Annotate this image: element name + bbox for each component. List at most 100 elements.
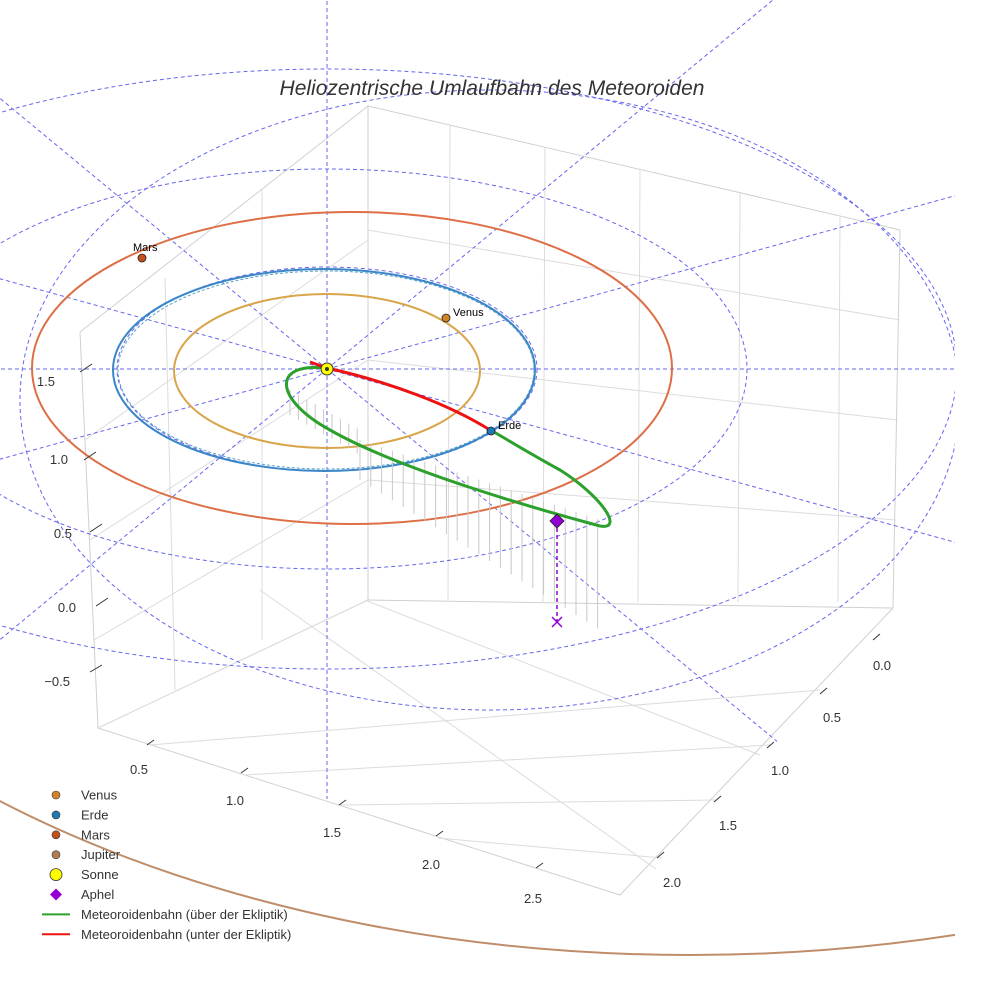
y-tick-mark [819, 687, 828, 695]
z-tick-mark [89, 523, 103, 533]
ecliptic-ray [326, 368, 778, 742]
ecliptic-ray [326, 195, 955, 370]
grid-line [367, 479, 897, 521]
sun-marker [320, 362, 334, 376]
legend-label: Jupiter [81, 847, 121, 862]
legend-dot-icon [51, 830, 61, 840]
planet-markers: Venus Erde Mars [133, 242, 521, 436]
z-tick-mark [83, 451, 97, 461]
x-tick-label: 0.5 [130, 762, 148, 777]
z-tick-label: 1.0 [50, 452, 68, 467]
planet-erde [486, 426, 496, 436]
legend-item[interactable]: Jupiter [51, 847, 121, 862]
planet-mars [137, 253, 147, 263]
legend-diamond-icon [50, 888, 62, 901]
ecliptic-ray [0, 278, 328, 370]
y-tick-mark [656, 851, 665, 859]
ecliptic-ring [19, 89, 955, 711]
legend-label: Aphel [81, 887, 114, 902]
y-tick-label: 1.0 [771, 763, 789, 778]
ecliptic-ray [326, 368, 955, 543]
meteoroid-orbit-below [309, 360, 491, 432]
x-tick-mark [240, 767, 249, 774]
z-tick-label: 0.5 [54, 526, 72, 541]
x-tick-label: 1.0 [226, 793, 244, 808]
grid-line [367, 359, 899, 421]
y-tick-mark [766, 741, 775, 749]
planet-venus [441, 313, 451, 323]
legend-item[interactable]: Mars [51, 827, 110, 842]
grid-line [244, 744, 771, 776]
legend-item[interactable]: Erde [51, 807, 108, 822]
z-tick-mark [79, 363, 93, 373]
aphel-group [549, 513, 565, 628]
ecliptic-ray [0, 97, 328, 370]
legend-dot-icon [51, 850, 61, 860]
grid-line [837, 216, 841, 603]
planet-label-venus: Venus [453, 307, 484, 319]
grid-line [637, 169, 641, 603]
z-tick-mark [89, 664, 103, 673]
legend-label: Erde [81, 807, 108, 822]
y-tick-mark [713, 795, 722, 803]
planet-label-mars: Mars [133, 242, 158, 254]
z-tick-label: 1.5 [37, 374, 55, 389]
legend-dot-icon [51, 810, 61, 820]
aphel-marker [549, 513, 565, 529]
y-tick-label: 0.5 [823, 710, 841, 725]
z-tick-mark [95, 597, 109, 607]
planet-label-erde: Erde [498, 420, 521, 432]
grid-line [97, 599, 369, 729]
legend-label: Sonne [81, 867, 119, 882]
ecliptic-grid [0, 0, 955, 799]
axis-ticks: −0.5 0.0 0.5 1.0 1.5 0.5 1.0 1.5 2.0 2.5 0.0 0.5 1.0… [37, 363, 891, 906]
grid-line [737, 192, 741, 603]
grid-line [364, 599, 761, 756]
orbit-mars [31, 211, 673, 525]
aphel-projection-marker [551, 616, 563, 628]
legend-sun-icon [49, 868, 63, 881]
grid-line [149, 689, 821, 746]
chart-title: Heliozentrische Umlaufbahn des Meteoroid… [280, 77, 705, 100]
meteoroid-orbit-above [285, 365, 612, 528]
legend-label: Meteoroidenbahn (über der Ekliptik) [81, 907, 288, 922]
grid-line [367, 229, 901, 321]
x-tick-mark [535, 862, 544, 869]
y-tick-label: 2.0 [663, 875, 681, 890]
legend-item[interactable]: Meteoroidenbahn (unter der Ekliptik) [42, 927, 291, 942]
legend-label: Venus [81, 788, 118, 803]
z-tick-label: 0.0 [58, 600, 76, 615]
box-grid-lines [84, 125, 901, 870]
legend-item[interactable]: Venus [51, 788, 118, 803]
legend[interactable]: Venus Erde Mars Jupiter Sonne Aphel Meteoroide… [42, 788, 291, 942]
grid-line [164, 277, 176, 691]
legend-item[interactable]: Aphel [50, 887, 114, 902]
planet-orbits [0, 211, 955, 956]
orbit-venus [173, 293, 481, 449]
orbit-erde [112, 268, 536, 472]
grid-line [339, 799, 716, 806]
x-tick-mark [435, 830, 444, 837]
y-tick-label: 1.5 [719, 818, 737, 833]
z-tick-label: −0.5 [44, 674, 70, 689]
x-tick-label: 2.0 [422, 857, 440, 872]
grid-line [93, 479, 369, 641]
ecliptic-ray [326, 0, 774, 370]
orbit-jupiter [0, 799, 955, 956]
x-tick-mark [146, 739, 155, 746]
meteoroid-orbit [285, 360, 612, 528]
grid-line [437, 837, 663, 859]
y-tick-label: 0.0 [873, 658, 891, 673]
legend-label: Mars [81, 827, 110, 842]
ecliptic-ray [0, 368, 328, 460]
legend-label: Meteoroidenbahn (unter der Ekliptik) [81, 927, 291, 942]
legend-item[interactable]: Meteoroidenbahn (über der Ekliptik) [42, 907, 288, 922]
orbit-drop-lines [289, 390, 599, 629]
orbit-erde-trace [117, 270, 535, 470]
x-tick-label: 1.5 [323, 825, 341, 840]
grid-line [447, 125, 451, 603]
x-tick-mark [338, 799, 347, 806]
grid-line [259, 589, 657, 870]
legend-item[interactable]: Sonne [49, 867, 119, 882]
